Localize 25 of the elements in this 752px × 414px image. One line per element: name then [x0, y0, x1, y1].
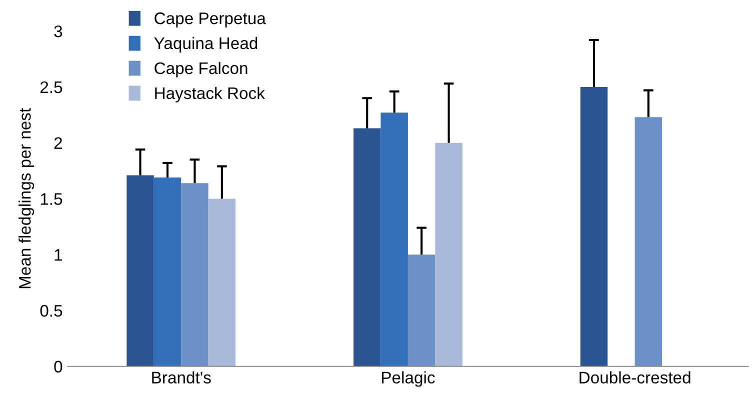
bar: [154, 177, 182, 366]
legend-label: Cape Falcon: [154, 62, 248, 78]
bar: [208, 198, 236, 366]
legend-label: Haystack Rock: [155, 86, 265, 102]
bar: [634, 117, 662, 366]
y-tick-label: 0: [54, 360, 62, 373]
x-tick-label: Brandt's: [152, 371, 211, 384]
bar: [354, 128, 381, 366]
y-tick-label: 1: [54, 249, 62, 261]
bar: [580, 86, 608, 366]
x-tick-label: Pelagic: [382, 371, 435, 387]
y-tick-label: 0.5: [40, 304, 62, 317]
legend-label: Yaquina Head: [154, 36, 258, 52]
bar: [126, 175, 154, 366]
y-tick-label: 1.5: [40, 193, 62, 205]
bar: [408, 254, 436, 366]
bar: [181, 183, 208, 366]
x-tick-label: Double-crested: [580, 371, 690, 384]
bar: [435, 142, 462, 366]
y-tick-label: 2.5: [40, 81, 62, 94]
y-tick-label: 3: [54, 25, 62, 38]
y-tick-label: 2: [54, 137, 62, 149]
y-axis-title: Mean fledglings per nest: [18, 108, 34, 288]
bar: [380, 112, 408, 366]
legend-label: Cape Perpetua: [154, 12, 266, 28]
